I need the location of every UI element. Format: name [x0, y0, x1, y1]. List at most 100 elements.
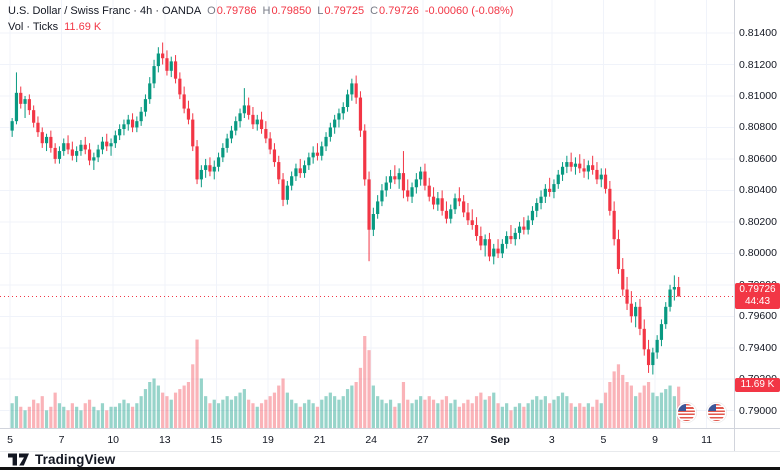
volume-bar [414, 399, 418, 428]
candle-body [152, 66, 156, 84]
candle-body [414, 179, 418, 188]
volume-bar [406, 399, 410, 428]
volume-bar [560, 392, 565, 428]
time-axis-label: 7 [58, 434, 65, 446]
candle-body [578, 163, 582, 169]
us-flag-event-icon[interactable] [708, 404, 725, 421]
volume-bar [659, 392, 664, 428]
volume-bars [10, 336, 681, 428]
volume-bar [419, 396, 423, 428]
candle-body [57, 151, 62, 159]
candle-body [27, 99, 31, 111]
volume-bar [586, 403, 590, 428]
candlestick-chart[interactable] [0, 0, 734, 428]
candle-body [517, 226, 522, 233]
us-flag-event-icon[interactable] [678, 404, 695, 421]
volume-bar [595, 399, 599, 428]
tradingview-attribution[interactable]: TradingView [8, 452, 115, 467]
volume-bar [625, 382, 629, 428]
candle-body [556, 174, 560, 185]
volume-bar [272, 392, 277, 428]
candle-body [100, 141, 105, 150]
volume-bar [169, 399, 173, 428]
volume-bar [79, 410, 83, 428]
grid [0, 0, 734, 428]
volume-bar [307, 399, 311, 428]
candle-body [53, 147, 57, 159]
candle-body [251, 114, 255, 125]
candle-body [526, 220, 530, 230]
candle-body [169, 61, 173, 71]
candle-body [659, 324, 664, 340]
candle-body [612, 210, 616, 240]
volume-bar [285, 392, 289, 428]
volume-bar [126, 403, 130, 428]
volume-bar [345, 389, 350, 428]
candle-body [401, 173, 406, 191]
candle-body [410, 187, 414, 197]
volume-bar [487, 396, 492, 428]
candle-body [431, 196, 436, 205]
volume-bar [199, 378, 203, 428]
volume-bar [380, 399, 384, 428]
bar-countdown: 44:43 [744, 296, 771, 308]
candle-body [449, 209, 453, 219]
chart-legend: U.S. Dollar / Swiss Franc · 4h · OANDA O… [8, 5, 513, 37]
window-edge [0, 467, 780, 470]
volume-bar [358, 367, 363, 428]
candle-body [135, 121, 139, 128]
volume-bar [367, 350, 371, 428]
candle-body [298, 168, 302, 174]
volume-bar [40, 396, 44, 428]
volume-bar [281, 378, 285, 428]
volume-bar [410, 403, 414, 428]
candle-body [479, 236, 483, 246]
volume-bar [302, 403, 307, 428]
price-axis-label: 0.80400 [739, 184, 777, 197]
candle-body [268, 138, 272, 150]
candle-body [509, 236, 513, 240]
volume-bar [10, 403, 14, 428]
price-axis[interactable]: 0.81400 0.81200 0.81000 0.80800 0.80600 0.804… [735, 0, 780, 451]
candle-body [247, 105, 251, 115]
volume-bar [500, 406, 504, 428]
volume-bar [393, 406, 397, 428]
time-axis[interactable]: 5 7 10 13 15 19 21 24 27 Sep 3 5 9 11 [0, 429, 734, 451]
volume-bar [216, 403, 221, 428]
volume-bar [87, 399, 92, 428]
volume-bar [462, 403, 466, 428]
candle-body [212, 166, 216, 172]
symbol-title[interactable]: U.S. Dollar / Swiss Franc · 4h · OANDA [8, 5, 202, 17]
candle-body [199, 169, 203, 180]
candle-body [328, 127, 332, 137]
candle-body [500, 243, 504, 254]
time-axis-label: 24 [365, 434, 378, 446]
volume-bar [651, 392, 655, 428]
volume-bar [496, 403, 500, 428]
volume-bar [608, 382, 612, 428]
volume-bar [457, 406, 461, 428]
volume-bar [612, 371, 616, 428]
volume-bar [277, 385, 281, 428]
volume-badge-value: 11.69 K [740, 378, 775, 390]
time-axis-label: Sep [490, 434, 510, 446]
volume-bar [221, 399, 225, 428]
candle-body [539, 196, 543, 203]
volume-bar [96, 410, 100, 428]
volume-bar [75, 406, 79, 428]
volume-bar [492, 392, 496, 428]
candle-body [363, 130, 367, 180]
candle-body [466, 212, 470, 221]
candle-body [40, 132, 44, 144]
volume-bar [664, 389, 668, 428]
candle-body [294, 168, 298, 177]
ohlc-open: O 0.79786 [207, 5, 257, 17]
time-axis-label: 10 [107, 434, 120, 446]
candle-body [677, 287, 681, 297]
volume-bar [548, 403, 552, 428]
candle-body [333, 119, 337, 128]
candle-body [49, 136, 53, 148]
volume-study-title[interactable]: Vol · Ticks [8, 21, 59, 33]
candle-body [143, 99, 148, 112]
candle-body [548, 188, 552, 192]
